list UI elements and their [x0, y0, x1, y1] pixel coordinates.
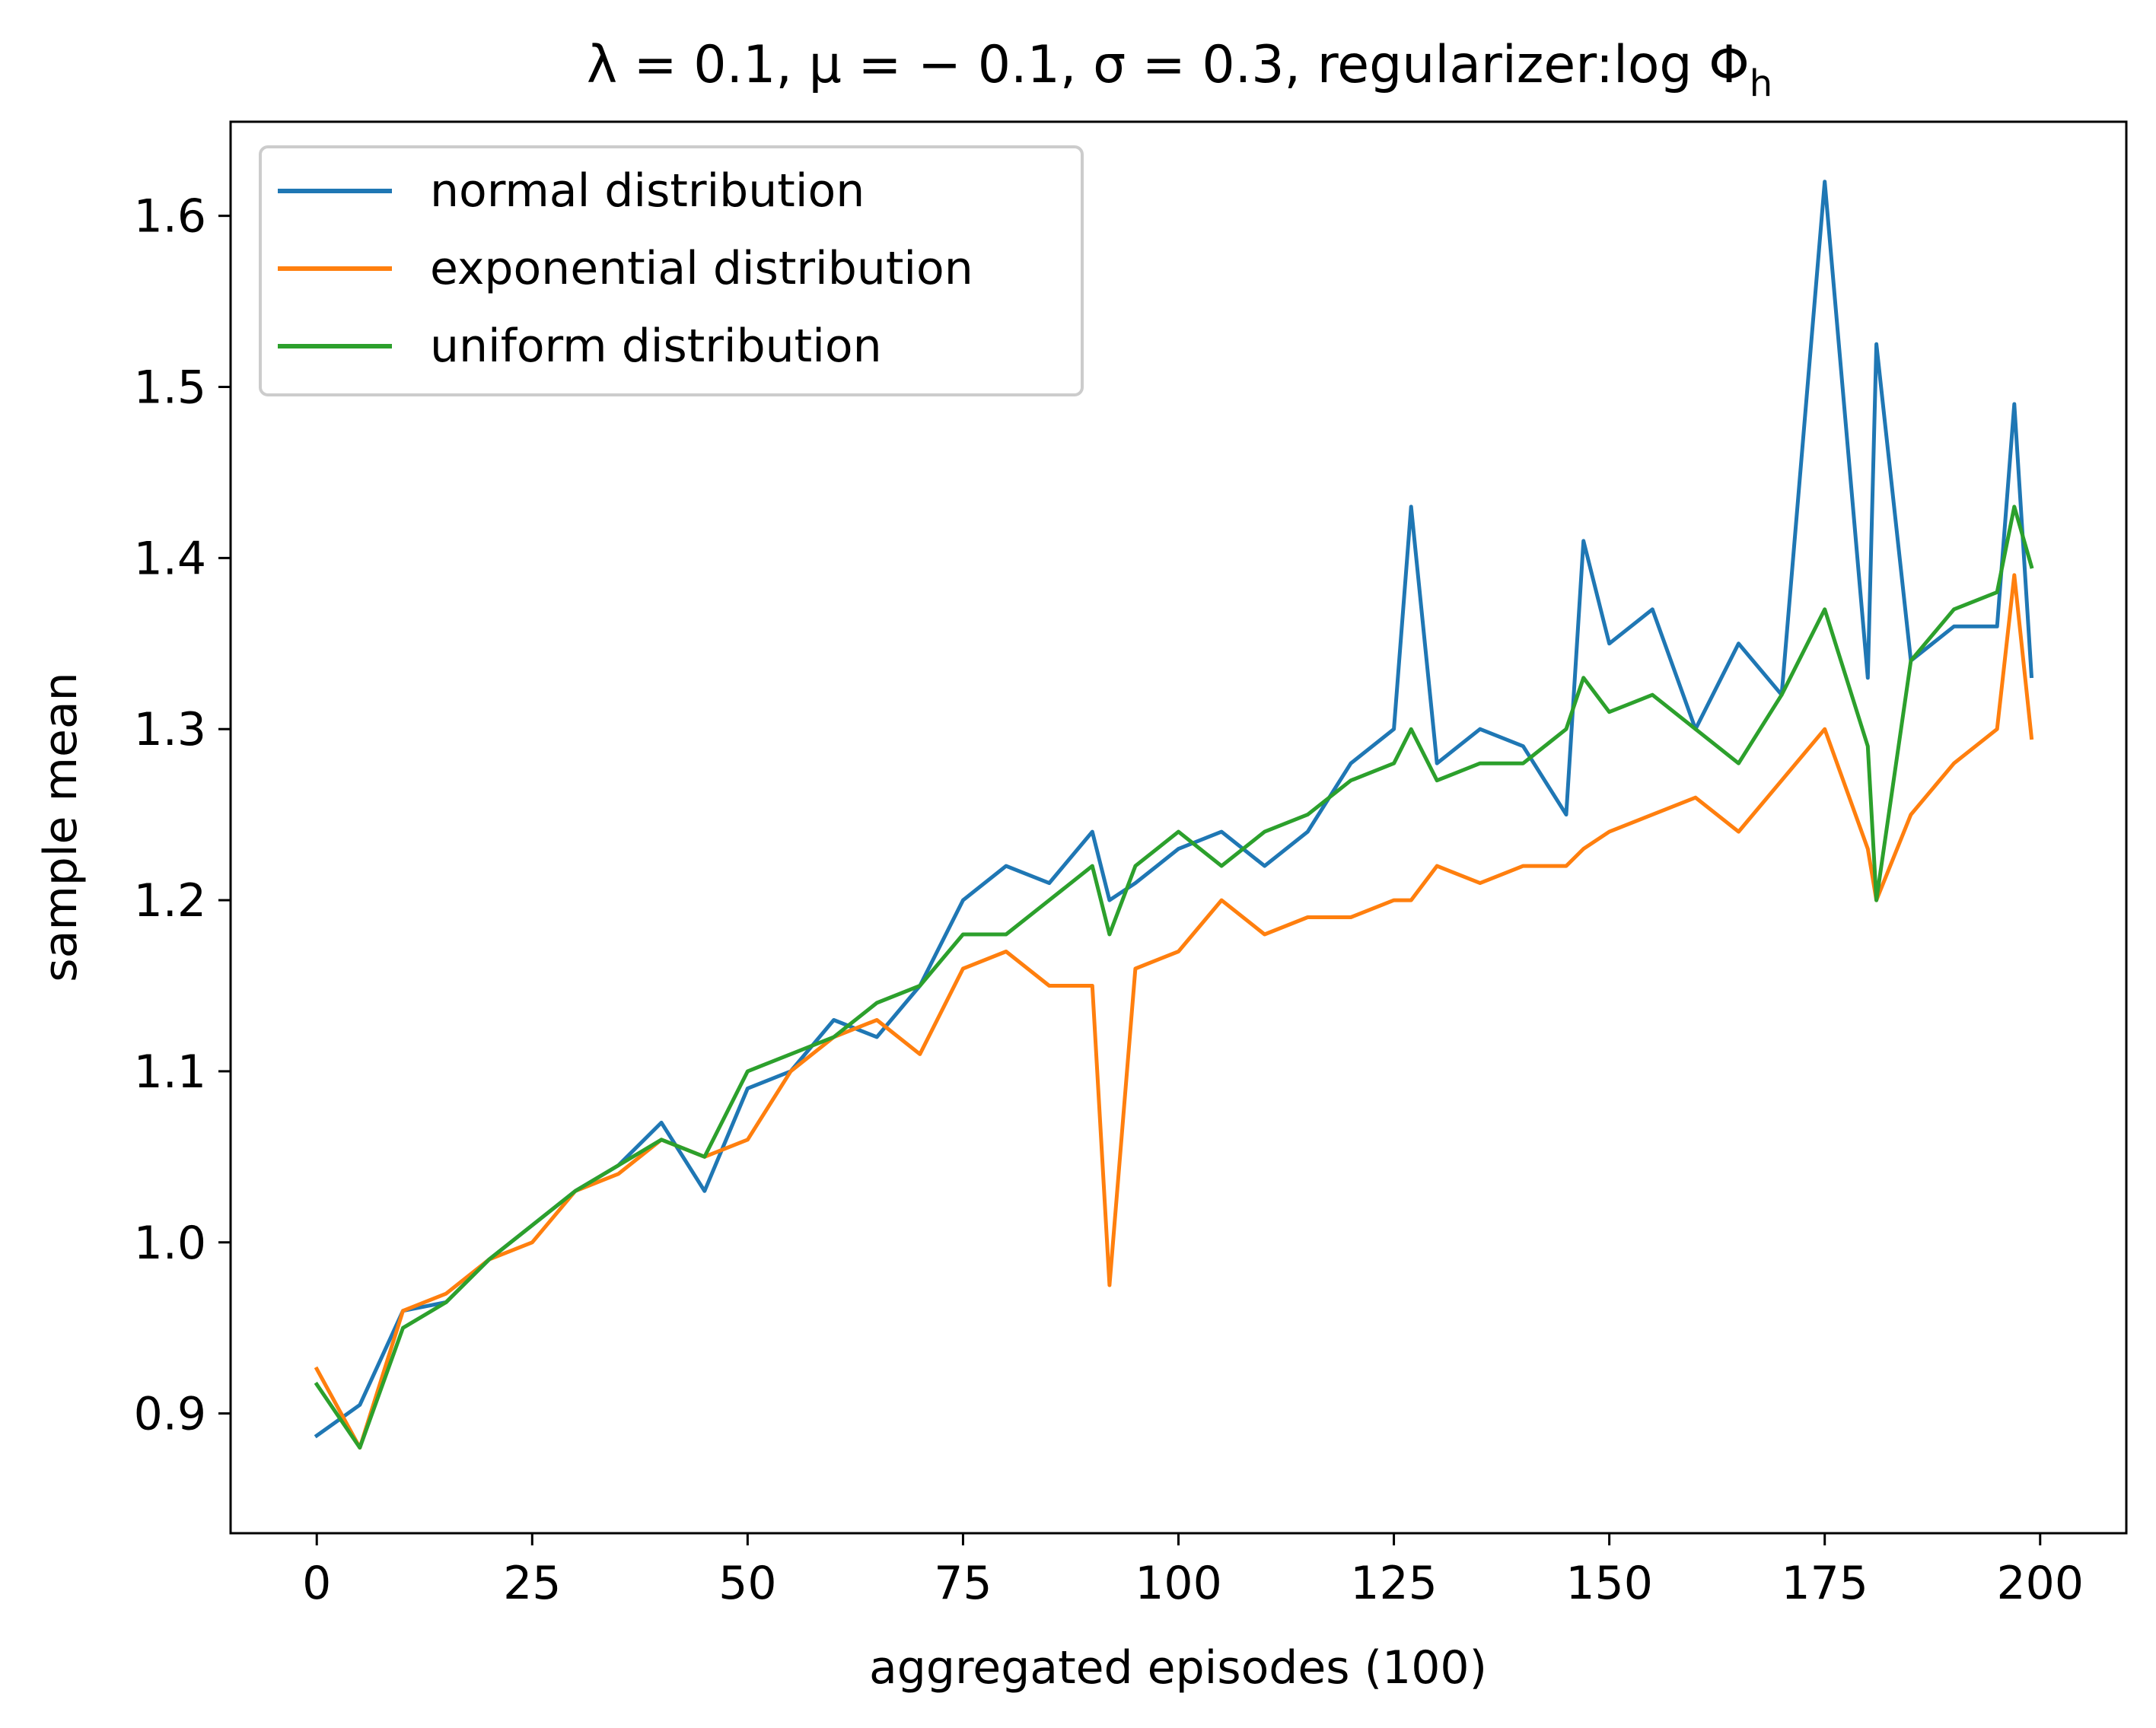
- y-tick-label: 1.3: [134, 703, 206, 756]
- y-tick-label: 1.5: [134, 361, 206, 415]
- legend-box: [259, 145, 1084, 396]
- series-line-uniform: [314, 504, 2034, 1450]
- x-tick-label: 150: [1565, 1557, 1653, 1610]
- legend-label-uniform: uniform distribution: [430, 320, 882, 373]
- x-tick-label: 200: [1997, 1557, 2084, 1610]
- chart-title-main: λ = 0.1, μ = − 0.1, σ = 0.3, regularizer…: [587, 35, 1750, 95]
- y-tick-label: 1.2: [134, 874, 206, 928]
- y-tick-label: 1.4: [134, 532, 206, 585]
- legend-label-exponential: exponential distribution: [430, 242, 973, 295]
- y-tick-label: 0.9: [134, 1388, 206, 1441]
- y-tick-label: 1.0: [134, 1217, 206, 1270]
- x-tick-label: 50: [718, 1557, 776, 1610]
- x-tick-label: 25: [503, 1557, 561, 1610]
- y-axis-label: sample mean: [34, 672, 88, 982]
- chart-title-subscript: h: [1750, 62, 1772, 105]
- y-tick-label: 1.6: [134, 190, 206, 243]
- legend-label-normal: normal distribution: [430, 164, 865, 218]
- chart-title-text: λ = 0.1, μ = − 0.1, σ = 0.3, regularizer…: [587, 35, 1772, 105]
- x-axis-label: aggregated episodes (100): [869, 1641, 1487, 1695]
- x-tick-label: 175: [1781, 1557, 1868, 1610]
- series-layer: [314, 180, 2034, 1450]
- x-tick-label: 0: [302, 1557, 331, 1610]
- x-tick-label: 125: [1350, 1557, 1438, 1610]
- legend: normal distribution exponential distribu…: [259, 145, 1084, 396]
- x-axis: 0 25 50 75 100 125 150 175 200: [302, 1533, 2084, 1610]
- x-tick-label: 100: [1135, 1557, 1222, 1610]
- chart-title: λ = 0.1, μ = − 0.1, σ = 0.3, regularizer…: [587, 35, 1772, 105]
- series-line-exponential: [314, 573, 2034, 1450]
- x-tick-label: 75: [934, 1557, 992, 1610]
- y-axis: 0.9 1.0 1.1 1.2 1.3 1.4 1.5 1.6: [134, 190, 231, 1441]
- y-tick-label: 1.1: [134, 1045, 206, 1099]
